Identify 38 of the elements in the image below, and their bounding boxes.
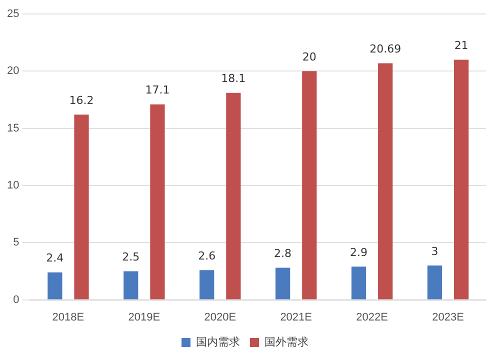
bar: [378, 63, 393, 300]
y-tick-label: 25: [6, 8, 20, 20]
data-label: 2.6: [198, 249, 216, 262]
bar: [124, 271, 138, 300]
data-label: 20.69: [370, 42, 402, 56]
data-label: 3: [431, 244, 438, 258]
x-tick-label: 2019E: [128, 311, 160, 324]
x-tick-label: 2022E: [356, 311, 388, 324]
bar: [275, 268, 290, 300]
data-label: 16.2: [69, 94, 94, 107]
bar: [351, 266, 366, 300]
x-tick-label: 2020E: [204, 311, 236, 324]
data-label: 2.9: [350, 246, 368, 260]
data-label: 2.5: [122, 250, 140, 264]
x-tick-label: 2021E: [280, 311, 312, 324]
y-tick-label: 20: [6, 65, 20, 78]
bar: [200, 270, 214, 300]
data-label: 21: [454, 39, 468, 52]
data-label: 2.8: [274, 247, 292, 260]
data-label: 18.1: [221, 72, 246, 86]
x-tick-label: 2023E: [432, 311, 464, 324]
bar: [48, 272, 62, 300]
data-label: 20: [302, 50, 316, 64]
bar: [74, 114, 89, 300]
y-tick-label: 10: [6, 180, 20, 192]
legend-label: 国外需求: [264, 336, 308, 349]
y-tick-label: 15: [6, 122, 20, 134]
bar: [454, 60, 469, 300]
bar: [427, 266, 442, 300]
y-tick-label: 5: [13, 236, 20, 249]
x-tick-label: 2018E: [52, 311, 84, 324]
bar: [150, 104, 165, 300]
data-label: 17.1: [145, 84, 170, 97]
data-label: 2.4: [46, 252, 64, 265]
bar: [302, 71, 317, 300]
y-tick-label: 0: [13, 294, 20, 306]
bar: [226, 92, 241, 300]
legend-label: 国内需求: [196, 336, 240, 349]
